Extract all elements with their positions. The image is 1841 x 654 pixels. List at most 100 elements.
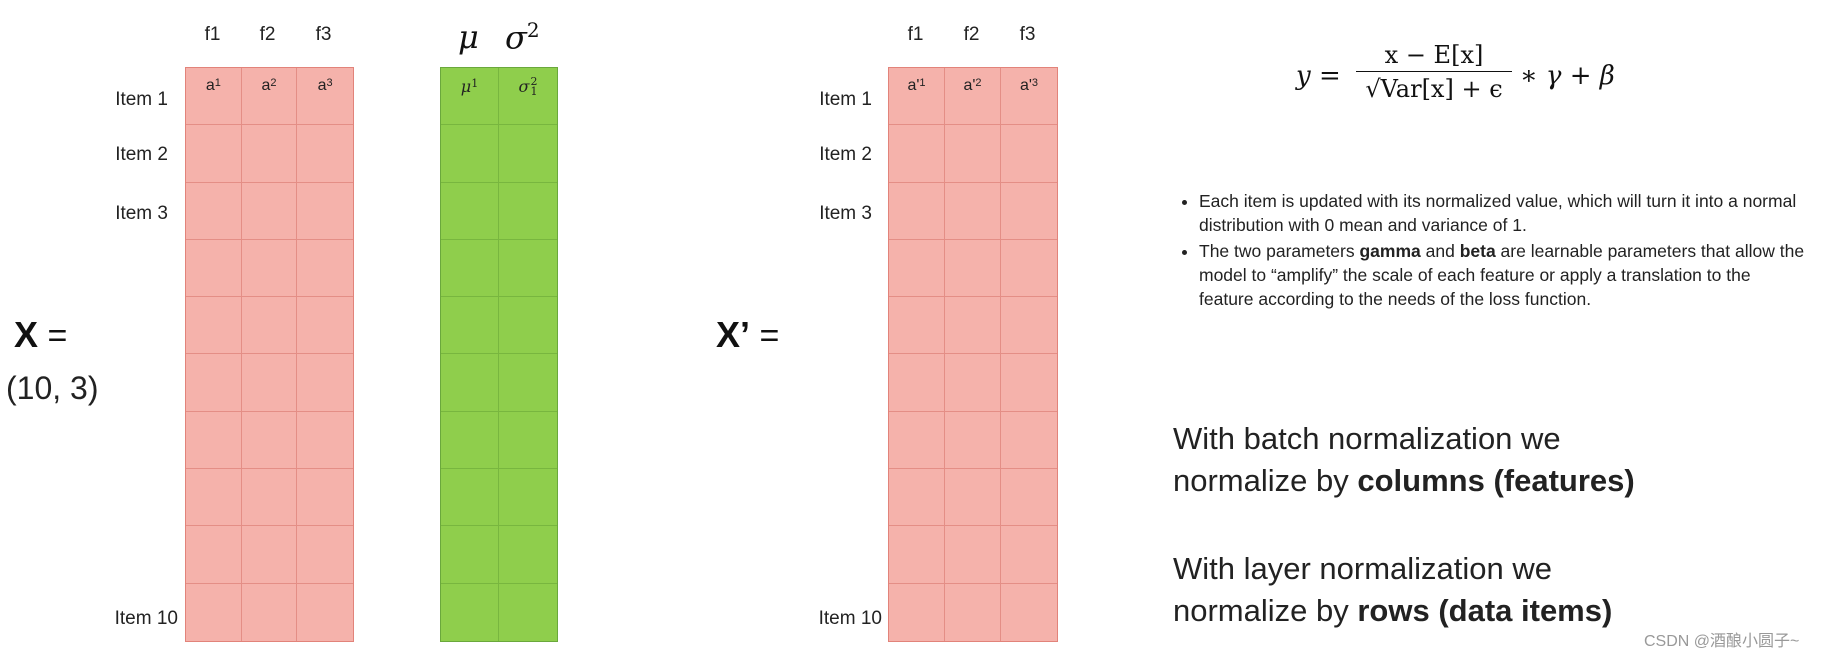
layer-line-1: With layer normalization we [1173,551,1553,586]
bullet2-gamma: gamma [1359,241,1421,261]
sigma-squared-header: σ2 [505,18,540,57]
x-symbol: X [14,314,39,355]
x-prime-matrix-cell: a' 2 [945,68,1001,126]
x-prime-matrix-cell [1001,469,1057,527]
x-row-label-item-3: Item 3 [115,203,168,224]
x-matrix-cell [297,469,353,527]
explanation-bullets: Each item is updated with its normalized… [1171,189,1809,313]
x-matrix-cell [186,469,242,527]
bullet-gamma-beta: The two parameters gamma and beta are le… [1199,239,1809,311]
x-matrix-cell [297,526,353,584]
x-prime-matrix-cell-label: a' [963,77,976,94]
x-matrix-cell [241,469,298,527]
sigma-cell [499,125,557,183]
mu-header: μ [458,18,479,56]
x-matrix-cell [297,297,353,355]
bullet2-beta: beta [1459,241,1496,261]
x-prime-matrix-cell [889,182,945,240]
x-matrix-cell [186,354,242,412]
sigma-cell [499,412,557,470]
bullet-normalized-value: Each item is updated with its normalized… [1199,189,1809,237]
formula-fraction: x − E[x] √Var[x] + ϵ [1356,40,1512,105]
x-prime-matrix-cell [1001,125,1057,183]
x-matrix-cell [186,297,242,355]
xp-row-label-item-1: Item 1 [819,89,872,110]
x-prime-matrix-cell [889,411,945,470]
xp-row-label-item-10: Item 10 [818,608,882,629]
x-matrix-cell [186,125,242,183]
x-prime-matrix-cell [1001,297,1057,355]
x-prime-matrix-cell-label: a' [907,77,920,94]
x-prime-matrix-cell [889,239,945,298]
layer-norm-summary: With layer normalization we normalize by… [1173,548,1612,632]
x-col-header-f1: f1 [204,24,221,45]
batch-line-2-bold: columns (features) [1357,463,1635,498]
sigma-cell [499,297,557,355]
normalization-formula: y = x − E[x] √Var[x] + ϵ ∗ γ + β [1296,40,1636,120]
x-prime-matrix-cell [1001,583,1057,641]
x-matrix-cell [297,182,353,240]
x-prime-matrix-cell-subscript: 2 [975,77,982,89]
watermark: CSDN @酒酿小圆子~ [1644,633,1800,650]
mu-cell [441,182,499,240]
sigma-cell-label: σ [518,77,530,96]
x-prime-matrix-cell [945,182,1001,240]
sigma-cell [499,584,557,641]
x-matrix-cell [241,297,298,355]
x-matrix-cell [241,182,298,240]
bullet2-and: and [1420,241,1460,261]
x-prime-matrix-cell [1001,182,1057,240]
sigma-cell [499,526,557,584]
x-prime-matrix-cell [889,469,945,527]
mu-cell [441,125,499,183]
x-prime-matrix-cell-label: a' [1019,77,1032,94]
x-equals: = [47,317,68,355]
sigma-cell [499,469,557,527]
x-prime-matrix-cell [945,297,1001,355]
sigma-header: σ [505,18,527,57]
x-matrix-cell [297,354,353,412]
sigma-cell [499,354,557,412]
sigma-cell [499,240,557,298]
x-matrix-cell [241,354,298,412]
x-prime-matrix-cell [945,239,1001,298]
bullet2-post: are learnable parameters that allow the … [1199,241,1805,309]
x-prime-equals: = [759,317,780,355]
x-matrix-cell [186,239,242,298]
xp-col-header-f3: f3 [1019,24,1036,45]
x-prime-matrix-cell: a' 1 [889,68,945,126]
mu-cell [441,411,499,470]
formula-fraction-bar [1356,71,1512,72]
formula-rhs: ∗ γ + β [1520,61,1615,91]
x-matrix-cell-label: a [317,77,327,94]
x-matrix-label: X = [14,314,67,356]
bullet2-pre: The two parameters [1199,241,1360,261]
x-prime-matrix-cell: a' 3 [1001,68,1057,126]
x-matrix-cell-subscript: 1 [214,77,221,89]
x-prime-matrix-cell [889,125,945,183]
batch-norm-summary: With batch normalization we normalize by… [1173,418,1635,502]
mu-cell-label: μ [460,77,472,96]
x-prime-matrix-cell [945,354,1001,412]
sigma-cell-sup: 2 [530,75,538,88]
x-prime-matrix-cell [945,583,1001,641]
batch-line-2: normalize by columns (features) [1173,460,1635,502]
x-matrix-cell [297,583,353,641]
xp-row-label-item-2: Item 2 [819,144,872,165]
layer-line-2-pre: normalize by [1173,593,1358,628]
x-prime-matrix-cell-subscript: 1 [919,77,926,89]
mu-cell [441,526,499,584]
x-prime-matrix-cell [1001,526,1057,584]
xp-col-header-f1: f1 [907,24,924,45]
x-matrix-cell [297,239,353,298]
sigma-header-power: 2 [526,18,540,42]
x-prime-matrix-cell [945,125,1001,183]
x-matrix-cell [241,239,298,298]
x-matrix-cell [186,182,242,240]
x-prime-matrix-cell-subscript: 3 [1031,77,1039,89]
